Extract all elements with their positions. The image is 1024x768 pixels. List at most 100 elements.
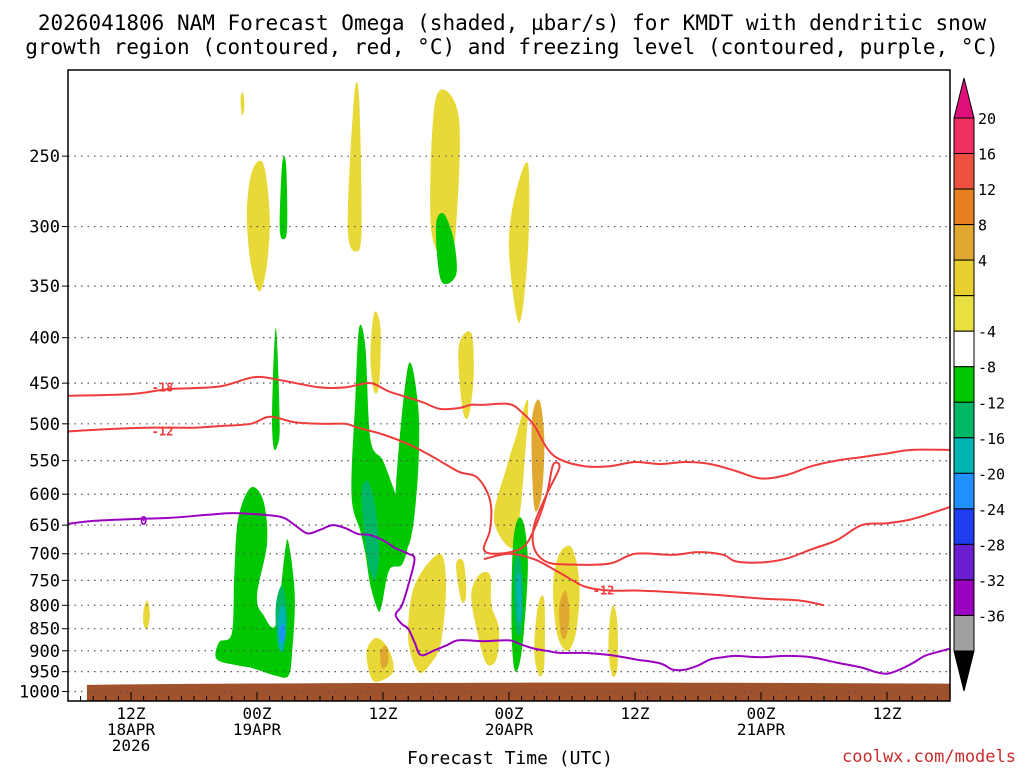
colorbar-label: -8 [978,359,996,377]
omega-region-22 [435,212,457,285]
x-tick-label: 12Z [621,704,650,723]
colorbar-label: -4 [978,323,996,341]
y-tick-label: 800 [29,596,60,616]
y-tick-label: 550 [29,452,60,472]
ground-terrain [86,682,950,701]
y-tick-label: 900 [29,642,60,662]
omega-shading [86,81,950,701]
omega-region-32 [516,572,522,623]
credit-text[interactable]: coolwx.com/models [842,747,1016,767]
colorbar-bin [953,366,975,403]
colorbar-label: -28 [978,536,1005,554]
colorbar-label: -12 [978,394,1005,412]
colorbar-bin [953,224,975,261]
contour-label--18: -18 [152,380,174,394]
colorbar-label: 12 [978,181,996,199]
colorbar-bin [953,472,975,510]
omega-region-14 [456,558,467,603]
colorbar-bin [953,330,975,368]
omega-region-23 [215,486,295,678]
omega-region-2 [347,81,362,252]
colorbar-label: -36 [978,607,1005,625]
y-tick-label: 500 [29,415,60,435]
omega-region-4 [508,162,530,323]
chart-title: 2026041806 NAM Forecast Omega (shaded, µ… [38,11,987,35]
colorbar-label: 20 [978,110,996,128]
omega-region-29 [361,480,380,581]
x-tick-label: 12Z [369,704,398,723]
colorbar-bin [953,153,975,190]
colorbar-bin [953,117,975,155]
omega-region-33 [279,623,285,643]
omega-region-10 [534,595,545,677]
x-tick-label: 00Z [495,704,524,723]
y-tick-label: 300 [29,218,60,238]
contour--12b [483,552,825,607]
x-tick-label: 00Z [243,704,272,723]
y-tick-label: 400 [29,329,60,349]
omega-region-16 [143,600,150,630]
colorbar-bin [953,579,975,616]
colorbar-bottom-triangle [953,650,975,692]
colorbar: 20 16 12 8 4 -4 -8 -12 -16 -20 -24 -28 -32 -36 [953,77,1005,692]
omega-region-21 [279,156,288,240]
contour-freezing-0 [67,512,951,675]
plot-background [68,70,950,701]
y-tick-label: 1000 [19,682,60,702]
y-tick-label: 600 [29,485,60,505]
omega-region-18 [559,590,570,640]
colorbar-bin [953,437,975,474]
temperature-contours: -18 -12 -12 0 [67,375,951,675]
y-tick-label: 750 [29,571,60,591]
contour-label--12b: -12 [593,584,615,598]
x-tick-label: 19APR [233,720,282,739]
colorbar-label: 4 [978,252,987,270]
colorbar-bin [953,614,975,652]
x-tick-label: 12Z [873,704,902,723]
colorbar-bin [953,188,975,226]
omega-region-7 [458,331,474,419]
omega-region-8 [493,399,529,549]
colorbar-label: -24 [978,501,1005,519]
x-tick-label: 00Z [747,704,776,723]
contour-label--12: -12 [152,424,174,438]
colorbar-label: -20 [978,465,1005,483]
colorbar-label: 8 [978,217,987,235]
omega-region-20 [380,645,389,669]
colorbar-label: -16 [978,430,1005,448]
pressure-axis: 2503003504004505005506006507007508008509… [19,147,68,702]
colorbar-bin [953,295,975,332]
x-tick-label: 20APR [485,720,534,739]
omega-region-1 [246,160,270,292]
omega-region-15 [608,605,618,677]
contour--18 [67,375,951,480]
y-tick-label: 950 [29,663,60,683]
colorbar-bin [953,508,975,545]
y-tick-label: 650 [29,516,60,536]
x-axis-label: Forecast Time (UTC) [407,748,613,768]
omega-region-11 [408,553,447,673]
x-tick-label: 2026 [112,736,151,755]
y-tick-label: 350 [29,277,60,297]
x-tick-label: 21APR [737,720,786,739]
pressure-gridlines [68,155,950,693]
colorbar-label: -32 [978,572,1005,590]
x-tick-label: 18APR [107,720,156,739]
omega-region-13 [471,572,500,666]
colorbar-label: 16 [978,146,996,164]
colorbar-bin [953,543,975,581]
omega-region-6 [370,311,381,394]
contour--12 [67,415,951,566]
y-tick-label: 850 [29,620,60,640]
omega-region-5 [240,92,245,116]
y-tick-label: 450 [29,374,60,394]
y-tick-label: 700 [29,545,60,565]
chart-subtitle: growth region (contoured, red, °C) and f… [25,35,999,59]
y-tick-label: 250 [29,147,60,167]
colorbar-top-triangle [953,77,975,119]
omega-region-25 [395,362,420,549]
contour-label-freezing-0: 0 [140,514,147,528]
colorbar-bin [953,401,975,439]
